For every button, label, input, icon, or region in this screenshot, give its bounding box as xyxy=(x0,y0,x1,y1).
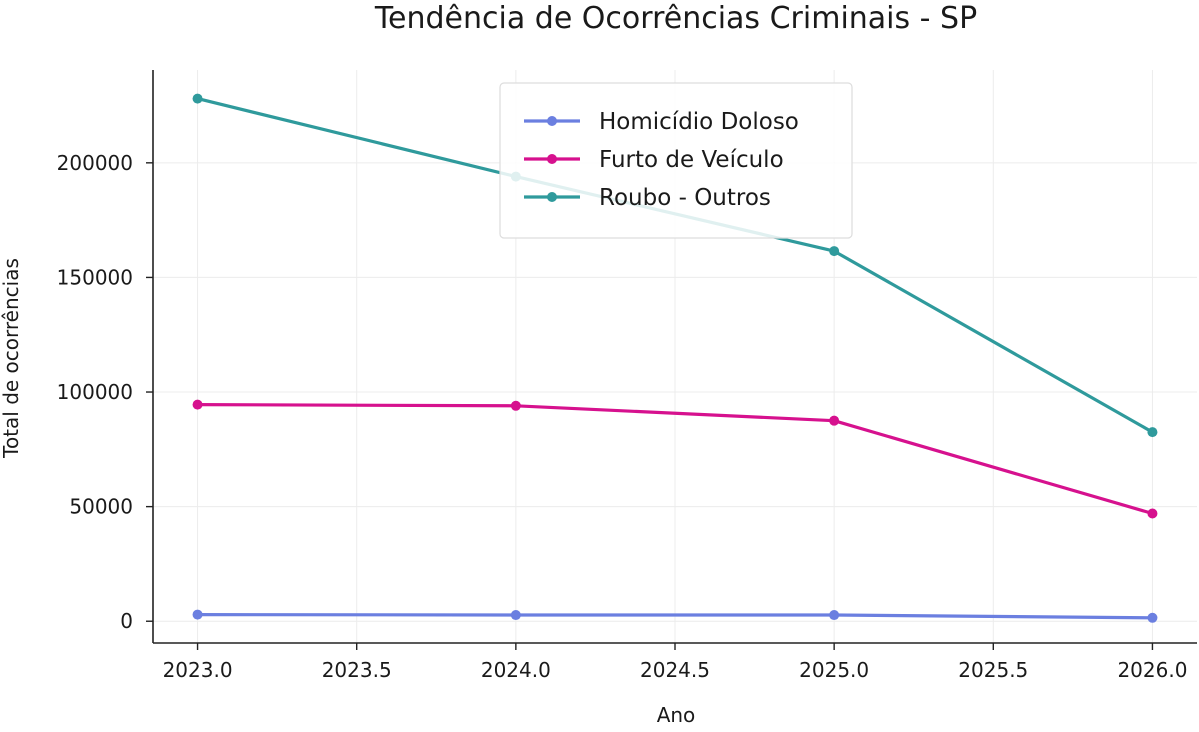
x-tick-label: 2024.0 xyxy=(481,658,551,682)
x-axis-label: Ano xyxy=(657,703,696,727)
data-point xyxy=(1147,508,1158,519)
x-tick-label: 2026.0 xyxy=(1117,658,1187,682)
data-point xyxy=(192,93,203,104)
data-point xyxy=(192,399,203,410)
y-tick-label: 100000 xyxy=(57,380,133,404)
data-point xyxy=(510,400,521,411)
legend-label: Homicídio Doloso xyxy=(599,109,799,135)
x-tick-label: 2023.5 xyxy=(322,658,392,682)
data-point xyxy=(829,610,840,621)
series-line-1 xyxy=(196,403,1155,516)
legend-label: Roubo - Outros xyxy=(599,185,771,211)
y-axis-label: Total de ocorrências xyxy=(0,258,23,459)
y-tick-label: 50000 xyxy=(69,495,133,519)
x-tick-label: 2025.5 xyxy=(958,658,1028,682)
legend-label: Furto de Veículo xyxy=(599,147,784,173)
legend: Homicídio Doloso Furto de Veículo Roubo - … xyxy=(499,82,853,239)
chart-title: Tendência de Ocorrências Criminais - SP xyxy=(374,1,977,36)
x-tick-label: 2023.0 xyxy=(163,658,233,682)
data-point xyxy=(1147,427,1158,438)
series-line-0 xyxy=(196,612,1155,620)
legend-box xyxy=(499,82,853,239)
legend-swatch-marker xyxy=(547,116,557,126)
data-point xyxy=(510,610,521,621)
y-tick-label: 200000 xyxy=(57,151,133,175)
x-tick-label: 2024.5 xyxy=(640,658,710,682)
y-tick-label: 150000 xyxy=(57,265,133,289)
legend-swatch-marker xyxy=(547,154,557,164)
legend-swatch-marker xyxy=(547,192,557,202)
data-point xyxy=(829,415,840,426)
data-point xyxy=(1147,612,1158,623)
data-point xyxy=(192,609,203,620)
data-point xyxy=(829,246,840,257)
x-tick-label: 2025.0 xyxy=(799,658,869,682)
y-tick-label: 0 xyxy=(120,609,133,633)
axes: 2023.0 2023.5 2024.0 2024.5 2025.0 2025.5 2026… xyxy=(57,70,1197,682)
